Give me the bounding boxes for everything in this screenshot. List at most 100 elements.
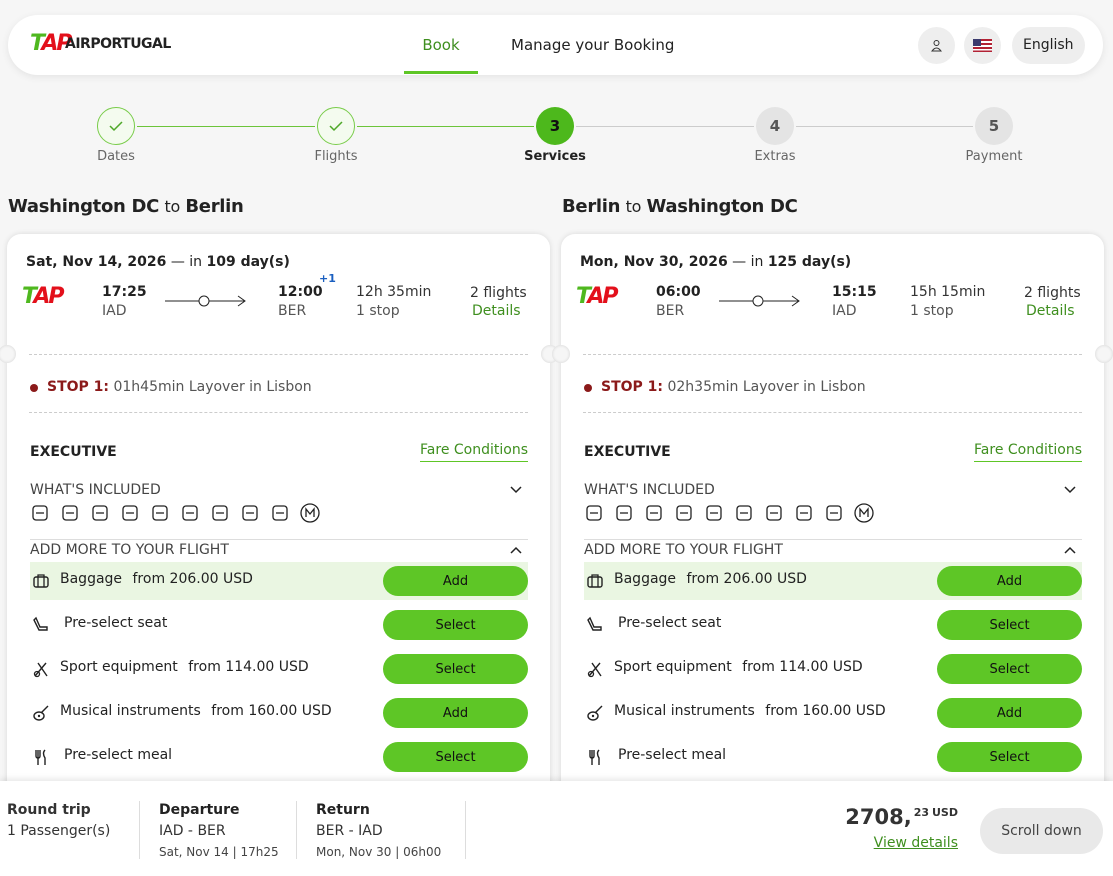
stop-dot — [584, 384, 592, 392]
layover: 02h35min Layover in Lisbon — [667, 379, 866, 395]
departure-code: IAD — [102, 303, 127, 319]
service-price: from 114.00 USD — [742, 659, 863, 675]
service-text: Musical instruments from 160.00 USD — [60, 703, 332, 719]
journey-destination: Washington DC — [646, 196, 798, 217]
service-price: from 114.00 USD — [188, 659, 309, 675]
flight-date: Mon, Nov 30, 2026 — [580, 254, 728, 270]
service-name: Pre-select seat — [64, 615, 168, 631]
chevron-down[interactable] — [510, 486, 522, 494]
departure-date: Sat, Nov 14 | 17h25 — [159, 845, 279, 859]
journey-destination: Berlin — [185, 196, 244, 217]
passengers: 1 Passenger(s) — [7, 823, 111, 839]
flag-button[interactable] — [964, 27, 1001, 64]
logo-letter: T — [30, 31, 43, 56]
flights-count: 2 flights — [470, 285, 527, 301]
chevron-up[interactable] — [1064, 546, 1076, 554]
flag-icon — [973, 39, 992, 52]
chevron-down[interactable] — [1064, 486, 1076, 494]
service-button[interactable]: Select — [937, 654, 1082, 684]
section-divider — [584, 539, 1082, 540]
journey-connector: to — [164, 197, 180, 216]
details-link[interactable]: Details — [1026, 303, 1075, 319]
step-circle: 4 — [756, 107, 794, 145]
included-icon — [32, 505, 48, 521]
service-name: Pre-select meal — [618, 747, 727, 763]
step-label: Payment — [965, 149, 1023, 164]
service-text: Pre-select meal — [64, 747, 172, 763]
step-number: 5 — [988, 117, 1000, 135]
service-button[interactable]: Select — [383, 610, 528, 640]
service-button[interactable]: Select — [383, 654, 528, 684]
days-prefix: — in — [170, 254, 203, 270]
stop-line: STOP 1: 02h35min Layover in Lisbon — [601, 379, 866, 395]
service-button[interactable]: Add — [383, 698, 528, 728]
service-icon — [587, 574, 603, 588]
brand-name: AIRPORTUGAL — [65, 36, 171, 52]
nav-underline — [404, 71, 478, 74]
included-icon — [122, 505, 138, 521]
fare-conditions-link[interactable]: Fare Conditions — [420, 442, 528, 462]
logo-letter: A — [33, 284, 50, 309]
service-button[interactable]: Add — [383, 566, 528, 596]
tap-logo: TAP — [22, 284, 64, 309]
service-button[interactable]: Select — [383, 742, 528, 772]
add-more-heading: ADD MORE TO YOUR FLIGHT — [584, 542, 783, 558]
service-button[interactable]: Select — [937, 742, 1082, 772]
departure-time: 06:00 — [656, 284, 701, 300]
service-icon — [33, 616, 48, 631]
dashed-separator — [583, 354, 1082, 355]
departure-code: BER — [656, 303, 685, 319]
footer-divider — [465, 801, 466, 859]
service-button[interactable]: Select — [937, 610, 1082, 640]
journey-connector: to — [625, 197, 642, 216]
nav-item[interactable]: Manage your Booking — [511, 36, 675, 54]
step-label: Dates — [97, 149, 135, 164]
check-icon — [329, 121, 343, 132]
logo-letter: A — [587, 284, 604, 309]
language-selector[interactable]: English — [1012, 27, 1085, 64]
user-button[interactable] — [918, 27, 955, 64]
service-name: Pre-select meal — [64, 747, 173, 763]
service-name: Baggage — [614, 571, 677, 587]
step-circle: 5 — [975, 107, 1013, 145]
step-circle: 3 — [536, 107, 574, 145]
days-prefix: — in — [732, 254, 764, 270]
scroll-down-button[interactable]: Scroll down — [980, 808, 1103, 854]
service-text: Pre-select meal — [618, 747, 726, 763]
view-details-link[interactable]: View details — [873, 835, 958, 851]
service-name: Musical instruments — [614, 703, 755, 719]
user-icon — [930, 40, 943, 52]
card-notch — [1095, 345, 1113, 363]
included-icon — [676, 505, 692, 521]
stops-count: 1 stop — [910, 303, 954, 319]
price-cents: 23 — [913, 806, 929, 819]
service-price: from 160.00 USD — [211, 703, 332, 719]
fare-conditions-link[interactable]: Fare Conditions — [974, 442, 1082, 462]
stop-label: STOP 1: — [601, 379, 664, 395]
logo-letter: T — [22, 284, 35, 309]
step-circle — [97, 107, 135, 145]
service-button[interactable]: Add — [937, 566, 1082, 596]
cabin-class: EXECUTIVE — [30, 444, 117, 460]
route-line — [165, 295, 246, 307]
cabin-class: EXECUTIVE — [584, 444, 671, 460]
details-link[interactable]: Details — [472, 303, 521, 319]
nav-item[interactable]: Book — [404, 36, 478, 74]
return-date: Mon, Nov 30 | 06h00 — [316, 845, 442, 859]
price-currency: USD — [932, 806, 958, 819]
whats-included: WHAT'S INCLUDED — [584, 482, 715, 498]
price-main: 2708, — [845, 805, 912, 829]
service-button[interactable]: Add — [937, 698, 1082, 728]
service-icon — [587, 705, 603, 721]
service-icon — [589, 749, 600, 765]
logo-letter: T — [576, 284, 589, 309]
card-notch — [552, 345, 570, 363]
tap-logo: TAP — [30, 31, 72, 56]
chevron-up[interactable] — [510, 546, 522, 554]
service-text: Baggage from 206.00 USD — [614, 571, 807, 587]
header-bar: TAP AIRPORTUGAL Book Manage your Booking Eng… — [8, 15, 1103, 75]
total-price: 2708, 23 USD — [845, 805, 958, 829]
included-icon — [796, 505, 812, 521]
footer-divider — [296, 801, 297, 859]
